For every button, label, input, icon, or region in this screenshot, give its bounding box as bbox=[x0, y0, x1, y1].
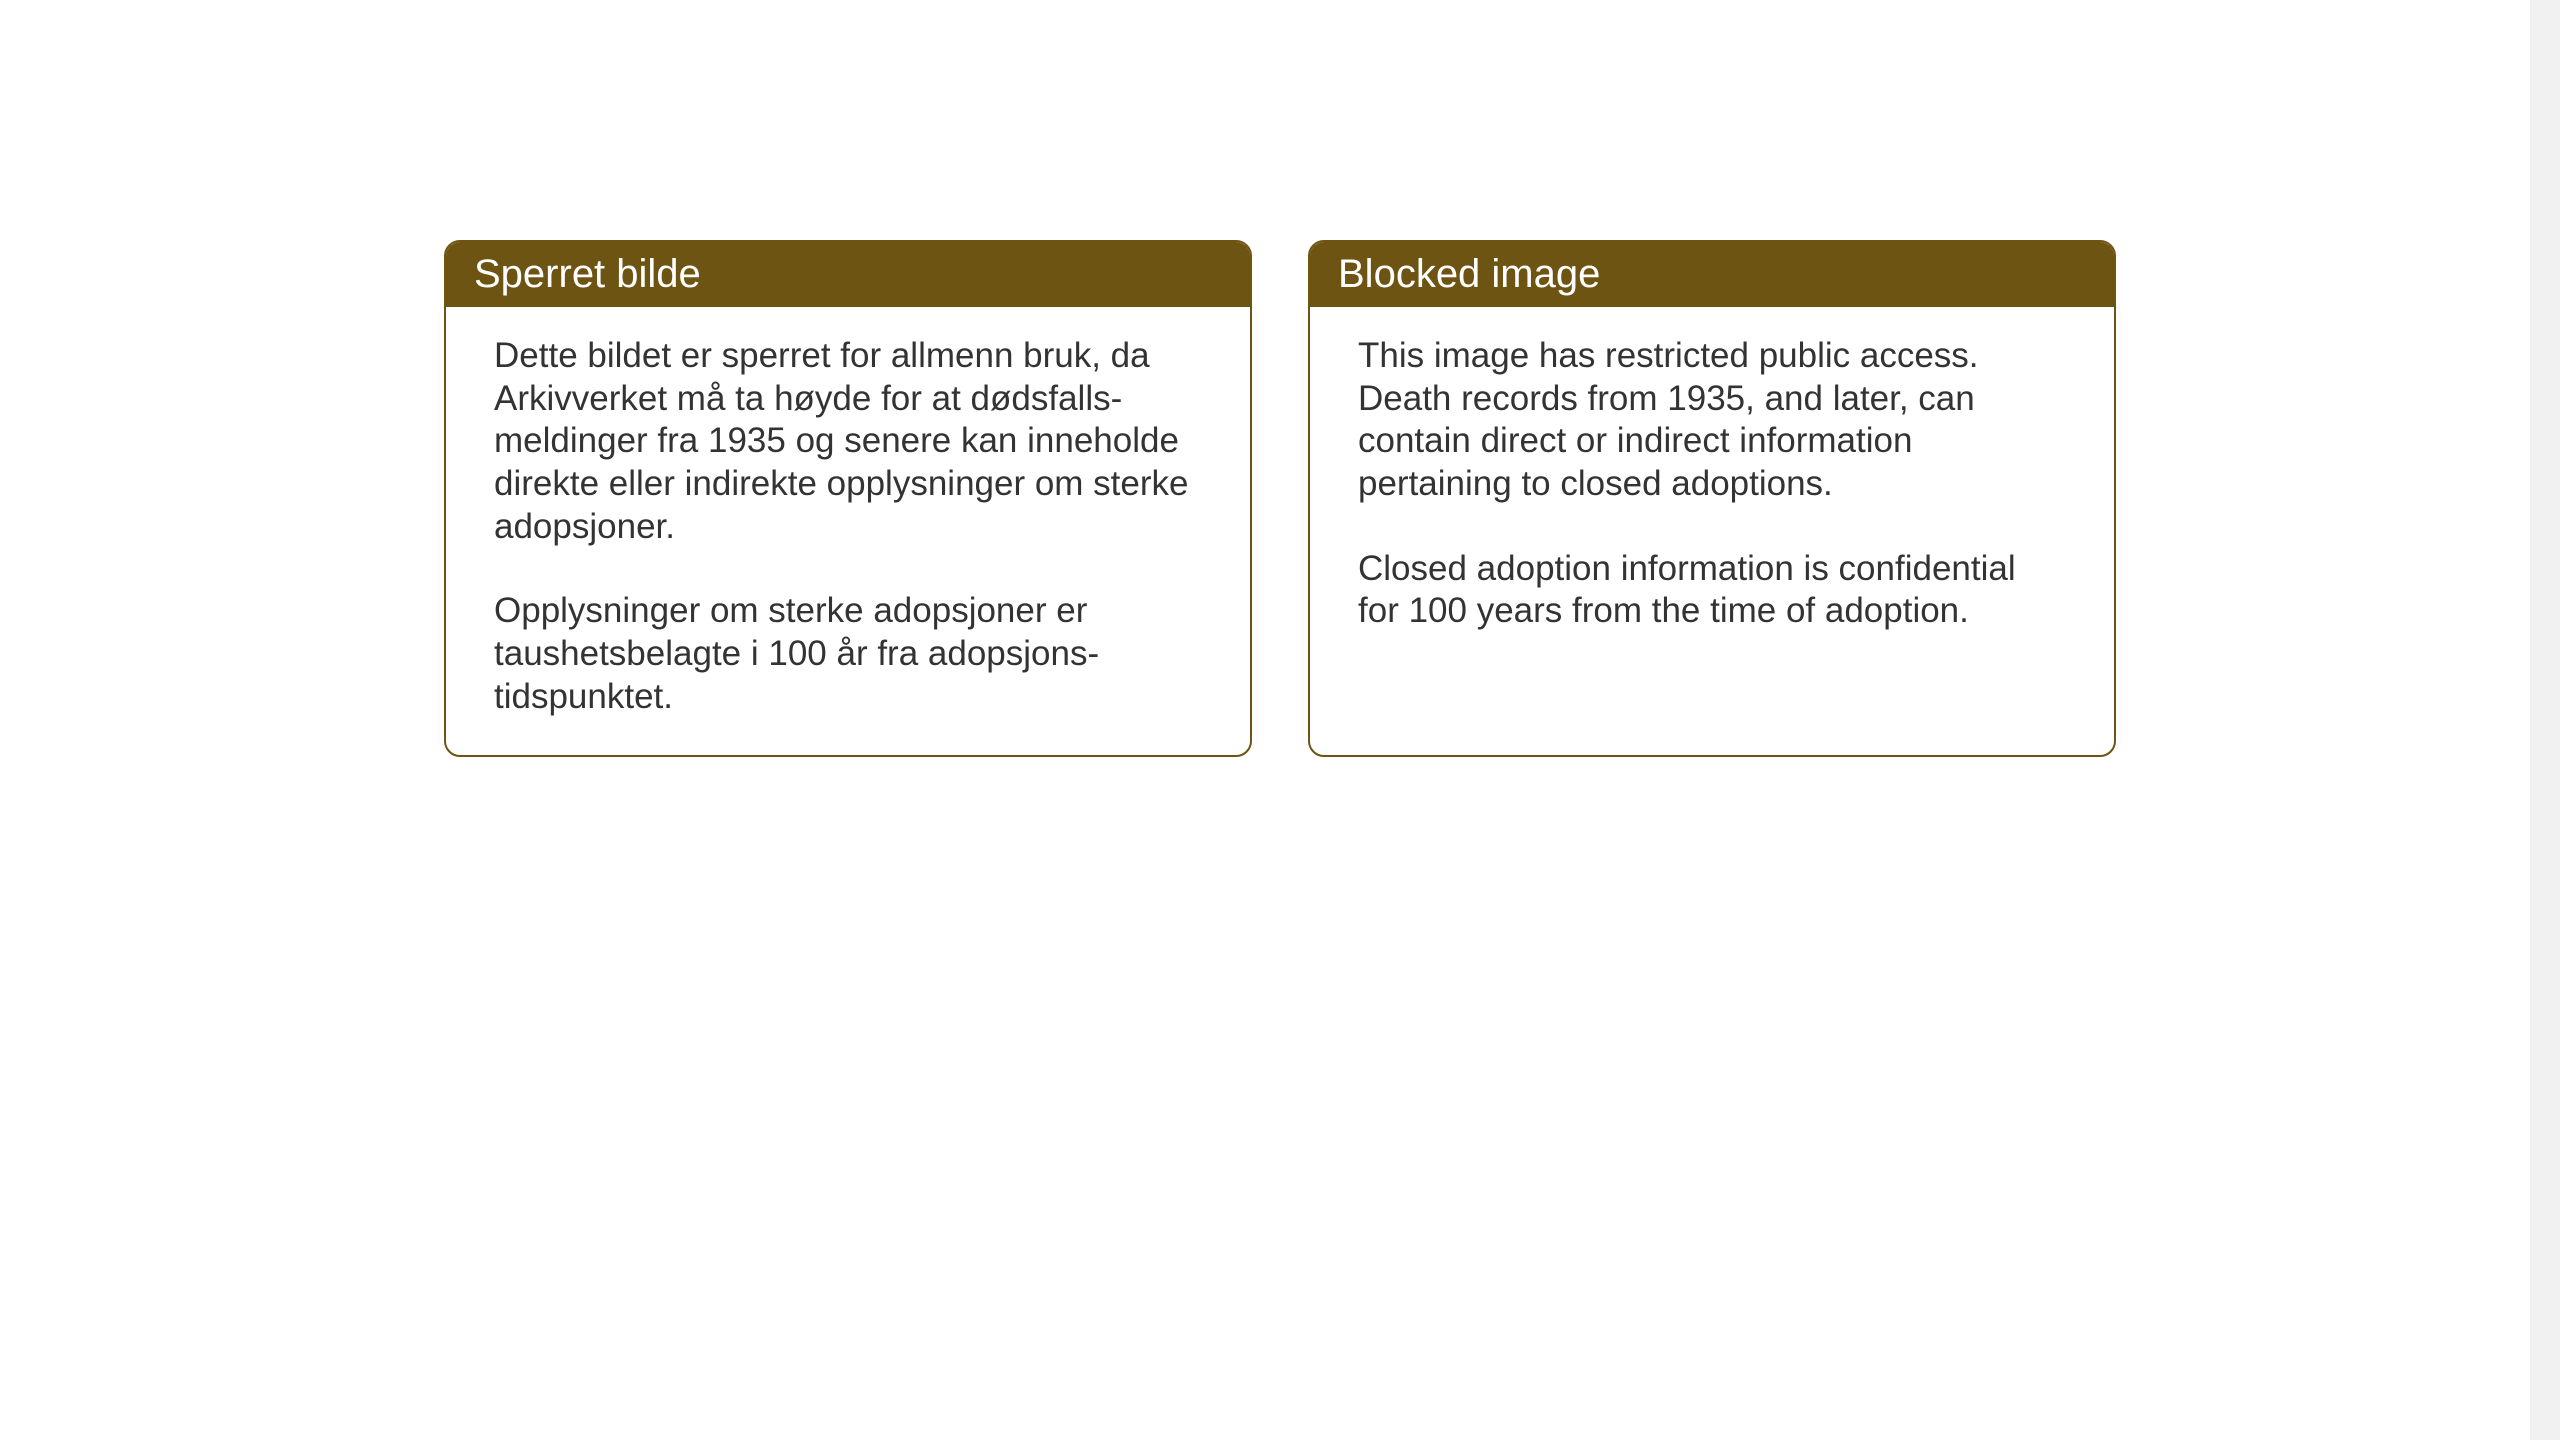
card-paragraph: Opplysninger om sterke adopsjoner er tau… bbox=[494, 590, 1202, 718]
card-paragraph: Closed adoption information is confident… bbox=[1358, 548, 2066, 633]
card-paragraph: This image has restricted public access.… bbox=[1358, 335, 2066, 506]
notice-container: Sperret bilde Dette bildet er sperret fo… bbox=[444, 240, 2116, 757]
card-header-norwegian: Sperret bilde bbox=[446, 242, 1250, 307]
card-body-norwegian: Dette bildet er sperret for allmenn bruk… bbox=[446, 307, 1250, 755]
scrollbar-track[interactable] bbox=[2530, 0, 2560, 1440]
card-body-english: This image has restricted public access.… bbox=[1310, 307, 2114, 669]
card-header-english: Blocked image bbox=[1310, 242, 2114, 307]
notice-card-norwegian: Sperret bilde Dette bildet er sperret fo… bbox=[444, 240, 1252, 757]
notice-card-english: Blocked image This image has restricted … bbox=[1308, 240, 2116, 757]
card-paragraph: Dette bildet er sperret for allmenn bruk… bbox=[494, 335, 1202, 548]
